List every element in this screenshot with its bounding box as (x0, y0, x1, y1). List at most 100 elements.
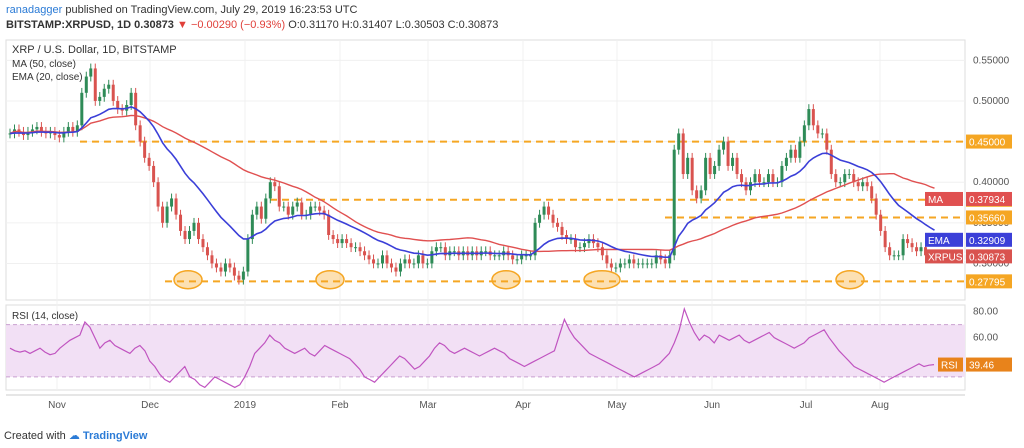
candle-body (771, 174, 775, 183)
candle-body (318, 206, 322, 211)
candle-body (919, 247, 923, 252)
candle-body (645, 263, 649, 265)
x-tick-label: Apr (515, 400, 531, 411)
candle-body (600, 247, 604, 256)
candle-body (425, 263, 429, 265)
ohlc-values: O:0.31170 H:0.31407 L:0.30503 C:0.30873 (288, 19, 499, 31)
candle-body (695, 190, 699, 199)
candle-body (421, 255, 425, 264)
rsi-tag-value (966, 357, 1012, 372)
support-circle-annotation (315, 269, 345, 290)
candle-body (156, 182, 160, 207)
symbol-label: BITSTAMP:XRPUSD, 1D (6, 19, 132, 31)
candle-body (587, 239, 591, 244)
price-tag-name: XRPUSD (928, 252, 970, 263)
legend-ma: MA (50, close) (12, 59, 76, 70)
candle-body (170, 198, 174, 207)
candle-body (107, 84, 111, 89)
candle-body (98, 96, 102, 101)
x-tick-label: May (608, 400, 627, 411)
candle-body (605, 255, 609, 264)
candle-body (223, 263, 227, 272)
legend-rsi: RSI (14, close) (12, 311, 78, 322)
candle-body (757, 174, 761, 183)
candle-body (762, 182, 766, 184)
candle-body (354, 247, 358, 249)
candle-body (838, 182, 842, 184)
candle-body (111, 84, 115, 101)
candle-body (686, 157, 690, 175)
published-text: published on TradingView.com, July 29, 2… (65, 4, 358, 16)
candle-body (138, 125, 142, 142)
candle-body (556, 222, 560, 227)
candle-body (345, 239, 349, 244)
candle-body (722, 141, 726, 150)
candle-body (398, 263, 402, 272)
candle-body (80, 92, 84, 126)
candle-body (17, 129, 21, 132)
candle-body (820, 133, 824, 135)
candle-body (529, 255, 533, 257)
candle-body (524, 255, 528, 257)
level-mid-tag (966, 210, 1012, 225)
candle-body (915, 247, 919, 252)
candle-body (856, 182, 860, 187)
candle-body (865, 182, 869, 187)
candle-body (802, 125, 806, 142)
last-price: 0.30873 (134, 19, 174, 31)
ma-tag-label: 0.37934 (969, 195, 1006, 206)
candle-body (892, 255, 896, 257)
candle-body (179, 214, 183, 231)
x-tick-label: Nov (48, 400, 66, 411)
candle-body (717, 149, 721, 166)
rsi-band (6, 324, 965, 377)
candle-body (84, 76, 88, 93)
candle-body (93, 68, 97, 101)
candle-body (241, 271, 245, 280)
price-tag-value (966, 249, 1012, 264)
tradingview-logo-icon: ☁ (68, 430, 80, 442)
candle-body (143, 141, 147, 158)
y-tick-label: 0.55000 (973, 55, 1010, 66)
candle-body (565, 235, 569, 240)
tradingview-brand[interactable]: TradingView (82, 430, 148, 442)
candle-body (62, 131, 66, 138)
candle-body (749, 182, 753, 191)
candle-body (618, 263, 622, 268)
candle-body (708, 157, 712, 175)
candle-body (237, 275, 241, 280)
ema-tag-key (925, 232, 963, 247)
candle-body (910, 243, 914, 248)
candle-body (520, 255, 524, 260)
level-mid-label: 0.35660 (969, 213, 1006, 224)
candle-body (246, 239, 250, 272)
candle-body (672, 149, 676, 256)
candle-body (515, 259, 519, 261)
candle-body (372, 259, 376, 264)
candle-body (623, 263, 627, 265)
candle-body (547, 206, 551, 215)
candle-body (780, 165, 784, 183)
candle-body (870, 186, 874, 199)
candle-body (668, 255, 672, 264)
candle-body (192, 222, 196, 231)
candle-body (632, 259, 636, 264)
candle-body (336, 239, 340, 244)
candle-body (816, 125, 820, 134)
candle-body (493, 255, 497, 257)
candle-body (120, 109, 124, 111)
footer: Created with ☁ TradingView (4, 429, 147, 442)
candle-body (901, 239, 905, 256)
candle-body (731, 157, 735, 166)
candle-body (578, 247, 582, 249)
level-support-tag (966, 274, 1012, 289)
price-change: −0.00290 (−0.93%) (190, 19, 286, 31)
candle-body (214, 263, 218, 268)
candle-body (116, 100, 120, 110)
rsi-y-tick-label: 80.00 (973, 307, 998, 318)
publisher-name[interactable]: ranadagger (6, 4, 63, 16)
candle-body (385, 255, 389, 264)
candle-body (358, 247, 362, 252)
